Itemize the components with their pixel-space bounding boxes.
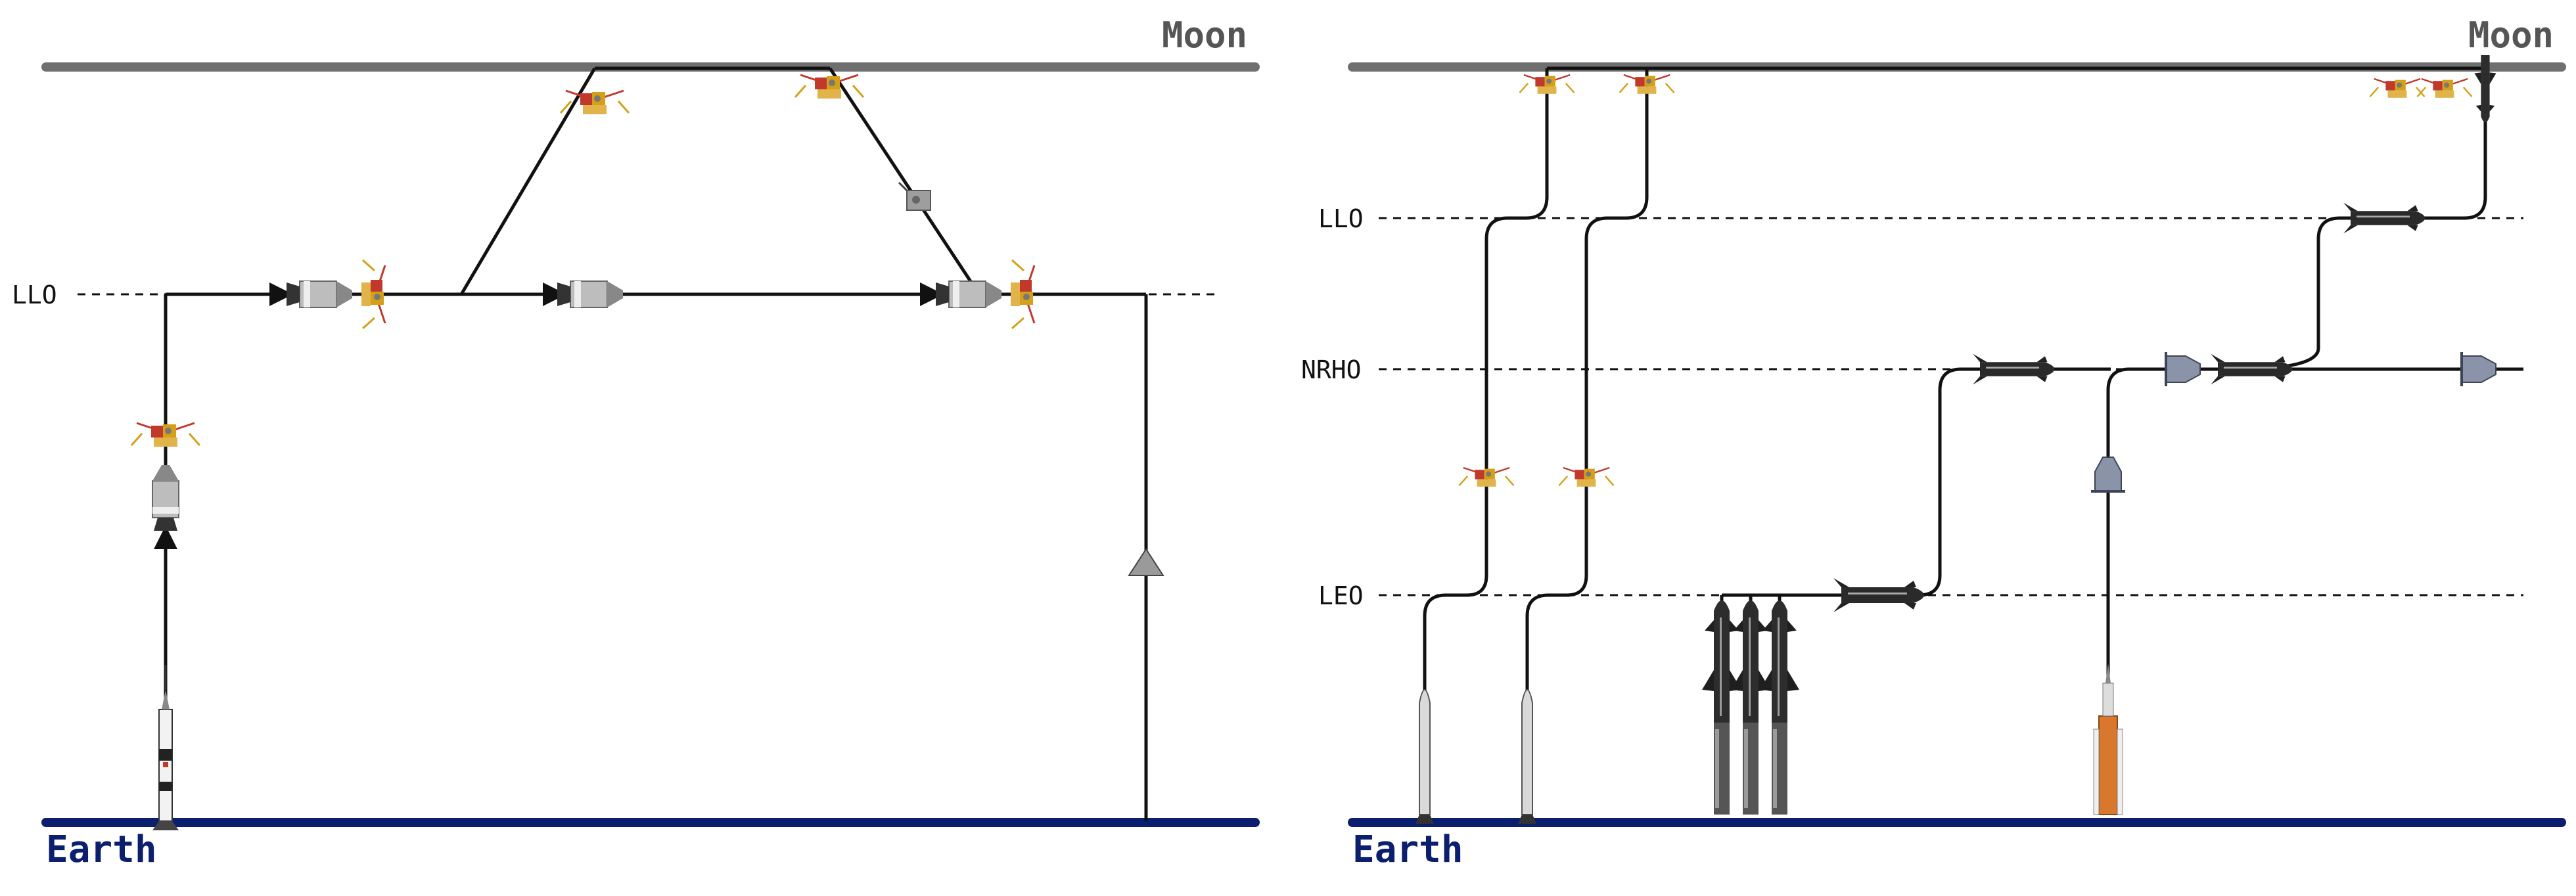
direction-arrow xyxy=(269,282,293,306)
lunar-lander-icon xyxy=(2369,78,2426,99)
lunar-lander-icon xyxy=(130,422,201,448)
moon-label: Moon xyxy=(2468,14,2554,56)
direction-arrow xyxy=(154,526,177,549)
lunar-lander-icon xyxy=(360,259,386,330)
apollo-csm-icon xyxy=(557,280,624,308)
llo-label: LLO xyxy=(12,280,57,309)
apollo-csm-icon xyxy=(152,464,179,531)
starship-icon xyxy=(1731,600,1770,815)
lunar-lander-icon xyxy=(794,74,865,100)
right-panel: Moon Earth LLO NRHO LEO xyxy=(1301,14,2566,871)
llo-label: LLO xyxy=(1318,204,1364,233)
apollo-csm-icon xyxy=(935,280,1002,308)
starship-icon xyxy=(1702,600,1741,815)
sls-rocket-icon xyxy=(2093,663,2123,815)
lunar-lander-icon xyxy=(1009,259,1036,330)
orion-icon xyxy=(2090,456,2127,493)
orion-icon xyxy=(2165,351,2201,388)
direction-arrow xyxy=(543,282,566,306)
lunar-ascent-stage-icon xyxy=(898,181,931,211)
re-entry-capsule-icon xyxy=(1128,548,1164,576)
starship-icon xyxy=(2211,353,2293,385)
direction-arrow xyxy=(920,282,944,306)
earth-label: Earth xyxy=(46,828,157,871)
earth-label: Earth xyxy=(1352,828,1463,871)
lunar-lander-icon xyxy=(1619,74,1675,95)
saturn-v-icon xyxy=(152,665,179,830)
lunar-lander-icon xyxy=(2416,78,2473,99)
starship-icon xyxy=(2474,55,2496,123)
starship-icon xyxy=(2343,202,2426,234)
left-panel: Moon Earth LLO xyxy=(12,14,1260,871)
small-rocket-icon xyxy=(1415,689,1434,824)
starship-icon xyxy=(1973,353,2055,385)
orion-icon xyxy=(2460,351,2497,388)
lunar-lander-icon xyxy=(1458,466,1515,487)
small-rocket-icon xyxy=(1518,689,1536,824)
left-mission-path xyxy=(164,66,1148,821)
apollo-csm-icon xyxy=(286,280,353,308)
lunar-lander-icon xyxy=(1558,466,1615,487)
lunar-lander-icon xyxy=(1519,74,1575,95)
right-mission-path xyxy=(1423,66,2523,815)
moon-label: Moon xyxy=(1162,14,1247,56)
starship-icon xyxy=(1833,578,1924,612)
nrho-label: NRHO xyxy=(1301,355,1362,384)
leo-label: LEO xyxy=(1318,581,1364,610)
starship-icon xyxy=(1760,600,1799,815)
